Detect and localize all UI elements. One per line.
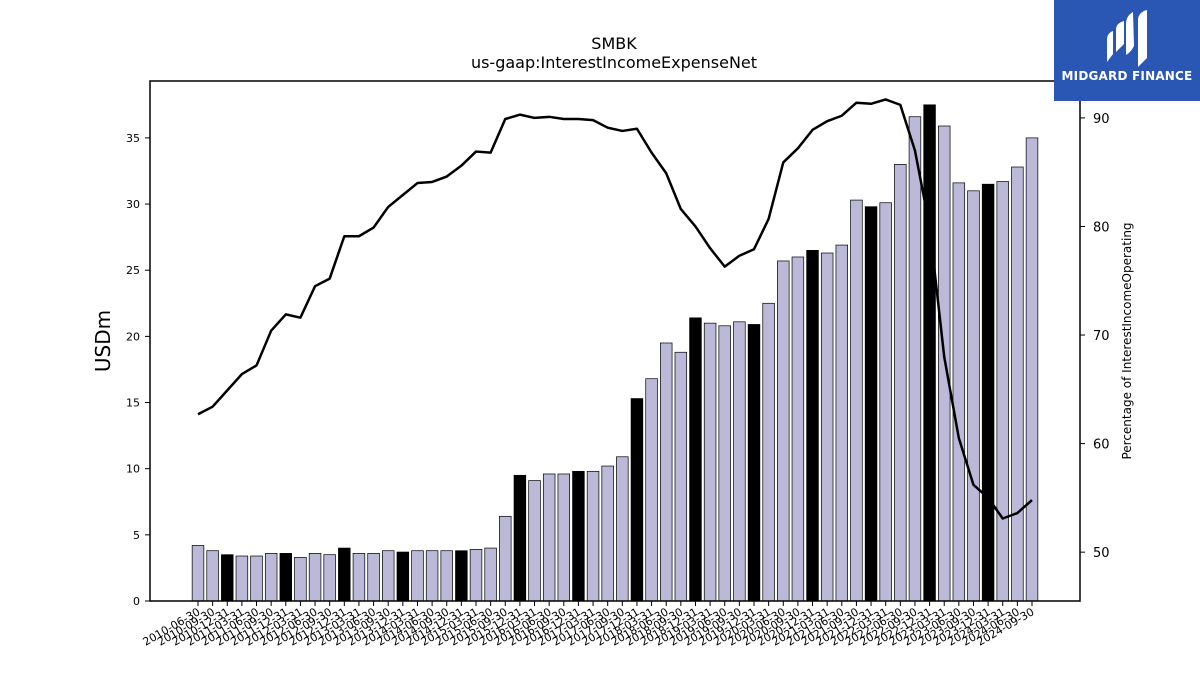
y-axis-label: USDm [91, 310, 115, 372]
bar [469, 549, 483, 602]
bar [484, 547, 497, 602]
bar [601, 465, 614, 602]
y-tick-label: 10 [126, 463, 140, 476]
bar [718, 325, 731, 602]
bar [689, 317, 702, 602]
line-path [197, 98, 1033, 520]
y2-tick-label: 70 [1093, 329, 1110, 344]
bar [981, 183, 995, 602]
bar [864, 206, 878, 602]
bar [455, 550, 468, 602]
x-axis: 2010-06-302010-09-302010-12-312011-03-31… [141, 601, 1037, 649]
bar [557, 473, 571, 602]
bar [352, 553, 366, 602]
chart-subtitle: us-gaap:InterestIncomeExpenseNet [471, 53, 757, 72]
midgard-logo-icon [1107, 10, 1147, 67]
chart-title: SMBK [591, 34, 637, 53]
plot-frame [149, 80, 1081, 602]
y2-tick-label: 80 [1093, 220, 1110, 235]
bar [908, 116, 922, 602]
bar [308, 553, 322, 602]
y-axis: 0 5 10 15 20 25 30 35 [126, 132, 150, 608]
bar [221, 554, 234, 602]
bar [777, 260, 790, 602]
bar [279, 553, 293, 602]
bar [528, 480, 541, 602]
bar [791, 256, 805, 602]
bar [762, 302, 775, 602]
bar [367, 553, 380, 602]
bar [572, 470, 585, 602]
bar [338, 547, 351, 602]
bar [396, 551, 410, 602]
y-tick-label: 35 [126, 132, 140, 145]
bar [733, 321, 746, 602]
bar [660, 342, 673, 602]
bar [206, 550, 219, 602]
bar [191, 545, 205, 602]
bar [967, 190, 980, 602]
bar [382, 550, 395, 602]
y2-tick-label: 60 [1093, 438, 1110, 453]
bar [645, 378, 658, 602]
bar [323, 554, 336, 602]
y-tick-label: 5 [133, 529, 140, 542]
bar [542, 473, 556, 602]
y-tick-label: 20 [126, 330, 140, 343]
y-tick-label: 0 [133, 595, 140, 608]
bar [820, 252, 834, 602]
bar-series [191, 104, 1039, 602]
bar [630, 398, 644, 602]
bar [835, 244, 849, 602]
bar [1011, 166, 1024, 602]
bar [952, 182, 966, 602]
bar [425, 550, 439, 602]
line-series [197, 98, 1033, 520]
bar [674, 351, 688, 602]
bar [294, 556, 307, 602]
bar [894, 164, 907, 602]
y2-tick-label: 50 [1093, 546, 1110, 561]
bar [513, 474, 527, 602]
y2-tick-label: 90 [1093, 112, 1110, 127]
brand-logo: MIDGARD FINANCE [1054, 0, 1200, 101]
y-tick-label: 25 [126, 264, 140, 277]
logo-text: MIDGARD FINANCE [1061, 69, 1193, 83]
bar [806, 250, 819, 602]
bar [923, 104, 936, 602]
bar [250, 555, 263, 602]
bar [499, 515, 512, 602]
bar [879, 202, 892, 602]
bar [616, 456, 629, 602]
bar [703, 322, 717, 602]
bar [440, 550, 453, 602]
bar [996, 181, 1009, 602]
bar [411, 550, 424, 602]
y-tick-label: 15 [126, 397, 140, 410]
bar [850, 199, 863, 602]
y2-axis: 50 60 70 80 90 [1080, 112, 1110, 561]
y-tick-label: 30 [126, 198, 140, 211]
bar [747, 324, 761, 602]
bar [235, 555, 249, 602]
bar [1025, 137, 1039, 602]
bar [586, 470, 600, 602]
bar [264, 553, 278, 602]
y2-axis-label: Percentage of InterestIncomeOperating [1120, 222, 1134, 459]
